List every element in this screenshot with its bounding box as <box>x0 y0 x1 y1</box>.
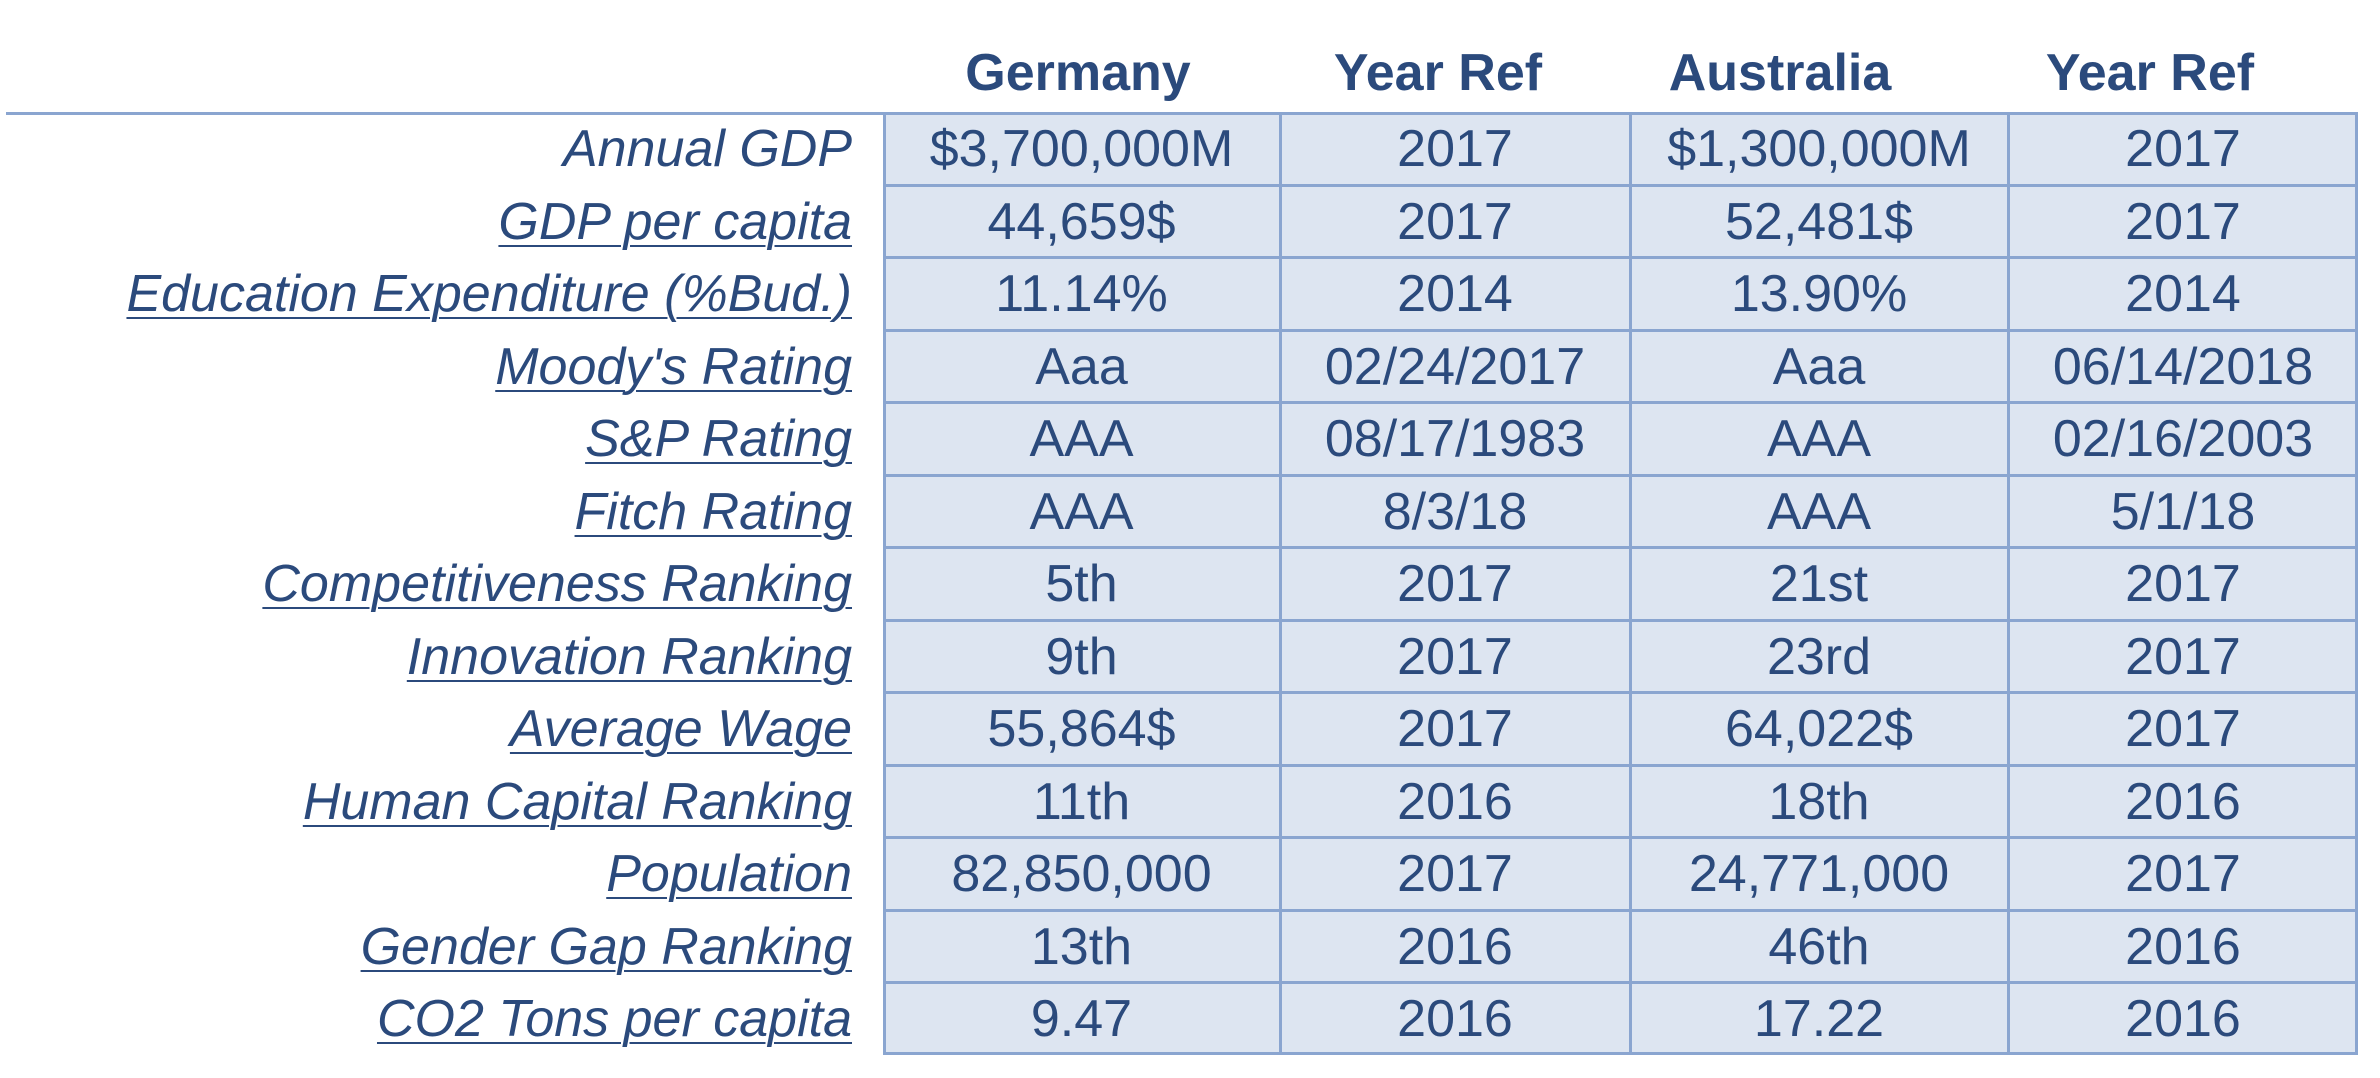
row-label-co2-tons-per-capita[interactable]: CO2 Tons per capita <box>376 990 852 1048</box>
cell-germany: 55,864$ <box>987 700 1176 758</box>
row-label-fitch-rating[interactable]: Fitch Rating <box>574 482 852 541</box>
cell-germany: 13th <box>1030 917 1133 976</box>
cell-germany: 5th <box>1045 555 1118 613</box>
row-divider <box>883 763 2358 767</box>
row-divider <box>883 691 2358 694</box>
header-divider <box>6 112 884 115</box>
cell-germany-year-ref: 2017 <box>1397 627 1513 686</box>
cell-australia: $1,300,000M <box>1667 120 1971 178</box>
row-label-human-capital-ranking[interactable]: Human Capital Ranking <box>302 772 852 831</box>
row-divider <box>883 473 2358 477</box>
cell-australia: 52,481$ <box>1725 192 1913 251</box>
column-divider <box>1629 112 1632 1055</box>
cell-australia-year-ref: 2014 <box>2125 265 2241 323</box>
cell-australia-year-ref: 2017 <box>2125 120 2241 178</box>
cell-australia: 17.22 <box>1753 990 1885 1048</box>
cell-australia: 24,771,000 <box>1688 845 1950 903</box>
row-label-education-expenditure-bud[interactable]: Education Expenditure (%Bud.) <box>126 265 852 323</box>
row-divider <box>883 618 2358 622</box>
cell-australia: 23rd <box>1766 627 1872 686</box>
column-header-germany: Germany <box>965 44 1191 102</box>
cell-germany-year-ref: 2017 <box>1397 555 1513 613</box>
column-divider <box>1279 112 1282 1055</box>
table-header-row: Germany Year Ref Australia Year Ref <box>0 0 2380 113</box>
cell-germany: 44,659$ <box>987 192 1176 251</box>
cell-germany: 11th <box>1032 772 1131 831</box>
cell-australia: 18th <box>1768 772 1870 831</box>
table-grid <box>883 112 2358 1055</box>
row-divider <box>883 981 2358 984</box>
cell-germany-year-ref: 2016 <box>1397 917 1513 976</box>
row-divider <box>883 328 2358 332</box>
row-label-competitiveness-ranking[interactable]: Competitiveness Ranking <box>262 555 852 613</box>
cell-australia-year-ref: 06/14/2018 <box>2052 337 2314 396</box>
row-divider <box>883 401 2358 404</box>
column-header-year-ref-germany: Year Ref <box>1333 44 1543 102</box>
cell-australia: 13.90% <box>1730 265 1908 323</box>
cell-germany: 9.47 <box>1030 990 1133 1048</box>
cell-germany-year-ref: 08/17/1983 <box>1324 410 1586 468</box>
cell-germany: 82,850,000 <box>951 845 1212 903</box>
cell-australia: 21st <box>1769 555 1869 613</box>
cell-australia-year-ref: 2017 <box>2125 192 2241 251</box>
cell-australia-year-ref: 2017 <box>2125 700 2241 758</box>
row-label-population[interactable]: Population <box>606 845 852 903</box>
cell-australia-year-ref: 2017 <box>2125 845 2241 903</box>
row-divider <box>883 546 2358 549</box>
row-divider <box>883 256 2358 259</box>
column-header-australia: Australia <box>1668 44 1892 102</box>
row-divider <box>883 183 2358 187</box>
cell-australia-year-ref: 02/16/2003 <box>2052 410 2314 468</box>
cell-australia-year-ref: 5/1/18 <box>2110 482 2256 541</box>
column-header-year-ref-australia: Year Ref <box>2045 44 2255 102</box>
row-label-gender-gap-ranking[interactable]: Gender Gap Ranking <box>360 917 852 976</box>
row-label-moody-s-rating[interactable]: Moody's Rating <box>495 337 852 396</box>
cell-germany-year-ref: 2017 <box>1397 845 1513 903</box>
cell-germany-year-ref: 2016 <box>1397 772 1513 831</box>
cell-australia: AAA <box>1766 410 1872 468</box>
cell-australia: AAA <box>1766 482 1872 541</box>
column-divider <box>2007 112 2010 1055</box>
row-label-s-p-rating[interactable]: S&P Rating <box>585 410 852 468</box>
cell-australia: Aaa <box>1772 337 1866 396</box>
cell-australia-year-ref: 2016 <box>2125 990 2241 1048</box>
cell-germany: $3,700,000M <box>929 120 1234 178</box>
row-divider <box>883 908 2358 912</box>
cell-germany: 9th <box>1045 627 1118 686</box>
cell-germany: AAA <box>1029 410 1134 468</box>
cell-germany-year-ref: 2017 <box>1397 700 1513 758</box>
cell-australia-year-ref: 2017 <box>2125 627 2241 686</box>
cell-germany-year-ref: 2017 <box>1397 192 1513 251</box>
cell-germany: Aaa <box>1035 337 1128 396</box>
cell-germany-year-ref: 02/24/2017 <box>1324 337 1586 396</box>
row-label-average-wage[interactable]: Average Wage <box>509 700 852 758</box>
cell-australia-year-ref: 2016 <box>2125 772 2241 831</box>
cell-germany-year-ref: 2014 <box>1397 265 1513 323</box>
cell-australia-year-ref: 2016 <box>2125 917 2241 976</box>
cell-germany-year-ref: 8/3/18 <box>1382 482 1528 541</box>
row-divider <box>883 836 2358 839</box>
cell-germany: AAA <box>1029 482 1134 541</box>
cell-australia: 46th <box>1768 917 1870 976</box>
cell-germany-year-ref: 2017 <box>1397 120 1513 178</box>
cell-germany-year-ref: 2016 <box>1397 990 1513 1048</box>
cell-australia: 64,022$ <box>1725 700 1913 758</box>
cell-germany: 11.14% <box>995 265 1168 323</box>
row-label-gdp-per-capita[interactable]: GDP per capita <box>498 192 852 251</box>
cell-australia-year-ref: 2017 <box>2125 555 2241 613</box>
row-label-innovation-ranking[interactable]: Innovation Ranking <box>406 627 852 686</box>
row-label-annual-gdp: Annual GDP <box>562 120 852 178</box>
